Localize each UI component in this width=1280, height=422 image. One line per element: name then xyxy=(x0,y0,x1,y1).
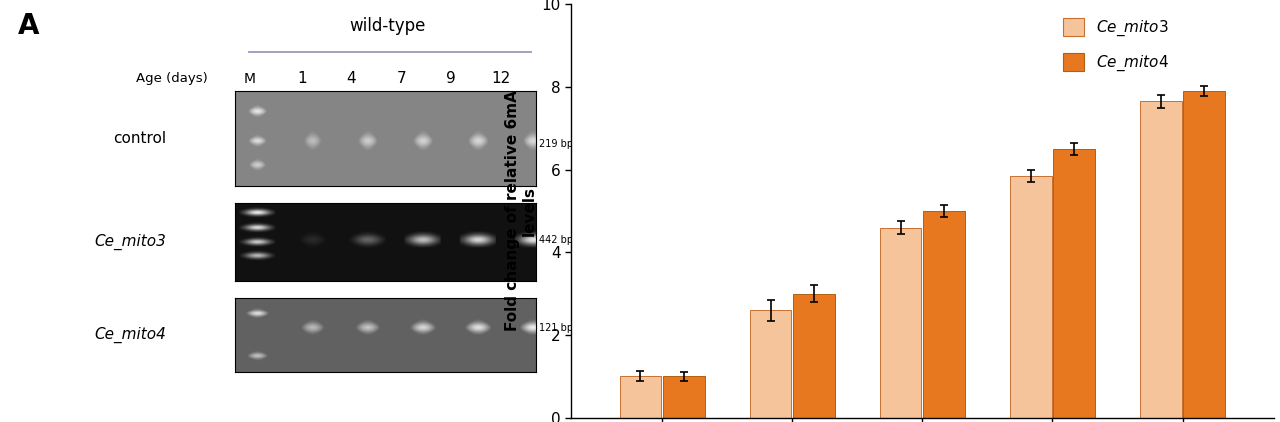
Bar xyxy=(750,310,791,418)
Text: 1: 1 xyxy=(297,71,306,86)
Text: A’: A’ xyxy=(558,0,588,2)
Text: 9: 9 xyxy=(445,71,456,86)
Bar xyxy=(1053,149,1094,418)
Text: 200 bp: 200 bp xyxy=(237,307,269,316)
Text: 75 bp: 75 bp xyxy=(237,357,262,365)
Bar xyxy=(1010,176,1052,418)
Text: 12: 12 xyxy=(490,71,511,86)
Text: Ce_mito4: Ce_mito4 xyxy=(95,327,166,343)
Text: M: M xyxy=(243,72,255,86)
Text: 121 bp: 121 bp xyxy=(539,323,573,333)
Bar xyxy=(1140,101,1181,418)
Y-axis label: Fold change of relative 6mA
levels: Fold change of relative 6mA levels xyxy=(504,91,538,331)
Text: 7: 7 xyxy=(397,71,406,86)
Text: Ce_mito3: Ce_mito3 xyxy=(95,234,166,250)
Text: 4: 4 xyxy=(347,71,356,86)
Legend: $\it{Ce\_mito3}$, $\it{Ce\_mito4}$: $\it{Ce\_mito3}$, $\it{Ce\_mito4}$ xyxy=(1056,12,1175,80)
Bar xyxy=(1183,91,1225,418)
Text: 500 bp: 500 bp xyxy=(237,208,269,217)
Text: Age (days): Age (days) xyxy=(136,72,207,85)
Bar xyxy=(879,227,922,418)
Text: control: control xyxy=(114,131,166,146)
Text: 442 bp: 442 bp xyxy=(539,235,573,246)
Text: wild-type: wild-type xyxy=(349,16,425,35)
Text: 300 bp: 300 bp xyxy=(237,106,269,115)
Bar xyxy=(663,376,704,418)
Text: 219 bp: 219 bp xyxy=(539,139,573,149)
Bar xyxy=(620,376,662,418)
Text: A: A xyxy=(18,13,38,41)
Text: 400 bp: 400 bp xyxy=(237,228,269,237)
Bar xyxy=(794,294,835,418)
Bar xyxy=(923,211,965,418)
Text: 200 bp: 200 bp xyxy=(237,140,269,149)
